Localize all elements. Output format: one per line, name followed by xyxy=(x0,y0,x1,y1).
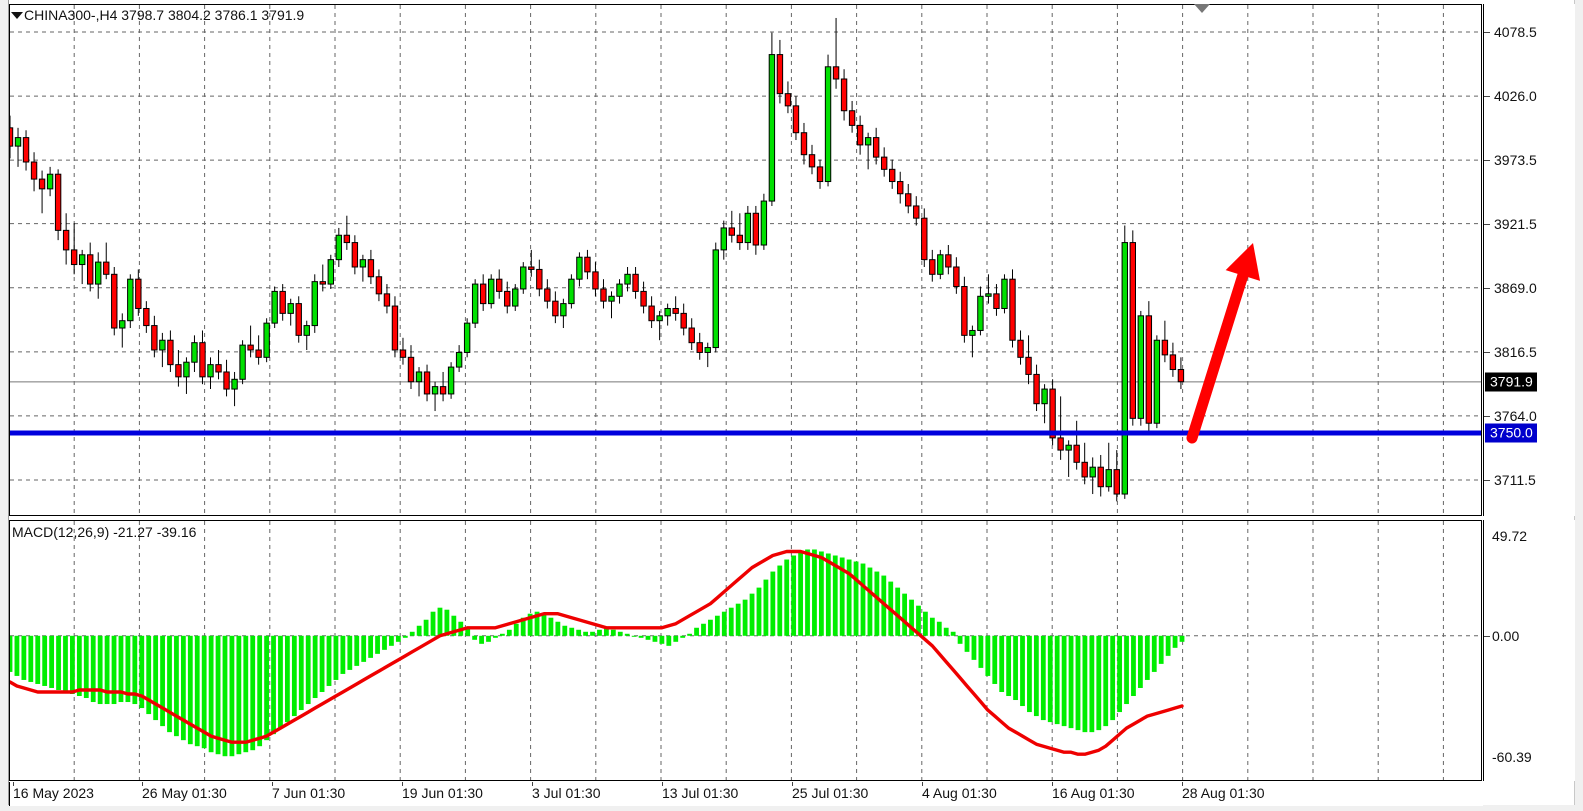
price-axis[interactable]: 4078.5 4026.0 3973.5 3921.5 3869.0 3816.5 3764… xyxy=(1483,4,1575,516)
time-axis-tick: 4 Aug 01:30 xyxy=(922,785,997,801)
price-axis-tick: 3764.0 xyxy=(1494,407,1537,424)
time-axis-tick: 7 Jun 01:30 xyxy=(272,785,346,801)
price-axis-tick: 4078.5 xyxy=(1494,24,1537,40)
price-axis-tick: 3869.0 xyxy=(1494,279,1537,296)
time-axis-tick: 16 Aug 01:30 xyxy=(1052,785,1135,801)
time-axis-tick: 13 Jul 01:30 xyxy=(662,785,739,801)
time-axis-tick: 19 Jun 01:30 xyxy=(402,785,483,801)
time-axis-tick: 25 Jul 01:30 xyxy=(792,785,869,801)
price-axis-tick-mark xyxy=(1484,96,1490,98)
triangle-down-icon[interactable] xyxy=(11,12,23,19)
time-axis[interactable]: 16 May 2023 26 May 01:30 7 Jun 01:30 19 Jun… xyxy=(9,782,1483,806)
time-axis-tick-mark xyxy=(13,782,14,786)
macd-axis-tick: -60.39 xyxy=(1492,749,1532,765)
time-axis-tick-mark xyxy=(922,782,923,786)
price-axis-tick-mark xyxy=(1484,160,1490,162)
window-frame-left xyxy=(0,0,9,811)
triangle-down-marker-icon[interactable] xyxy=(1194,4,1210,13)
time-axis-tick-mark xyxy=(792,782,793,786)
window-frame-top xyxy=(0,0,1583,4)
price-axis-tick: 3921.5 xyxy=(1494,215,1537,232)
time-axis-tick: 26 May 01:30 xyxy=(142,785,227,801)
macd-axis-tick: 49.72 xyxy=(1492,528,1528,544)
macd-axis-tick: 0.00 xyxy=(1492,627,1520,644)
price-chart-canvas xyxy=(10,5,1481,515)
time-axis-tick-mark xyxy=(402,782,403,786)
time-axis-tick-mark xyxy=(532,782,533,786)
price-axis-tick-mark xyxy=(1484,32,1490,33)
time-axis-tick-mark xyxy=(662,782,663,786)
price-axis-tick: 3711.5 xyxy=(1494,472,1536,488)
price-chart-pane[interactable] xyxy=(9,4,1482,516)
price-axis-tick-mark xyxy=(1484,223,1490,225)
window-frame-right xyxy=(1574,0,1583,811)
macd-indicator-pane[interactable] xyxy=(9,520,1482,781)
macd-chart-canvas xyxy=(10,521,1481,780)
price-axis-tick-mark xyxy=(1484,351,1490,353)
time-axis-tick-mark xyxy=(272,782,273,786)
price-axis-tick: 3816.5 xyxy=(1494,343,1537,360)
time-axis-tick-mark xyxy=(1182,782,1183,786)
price-axis-tick-mark xyxy=(1484,480,1490,481)
time-axis-tick-mark xyxy=(142,782,143,786)
price-axis-tick: 3973.5 xyxy=(1494,152,1537,169)
price-axis-tick: 4026.0 xyxy=(1494,88,1537,105)
macd-axis[interactable]: 49.72 0.00 -60.39 xyxy=(1483,520,1575,781)
time-axis-tick-mark xyxy=(1052,782,1053,786)
price-axis-tick-mark xyxy=(1484,415,1490,417)
macd-axis-tick-mark xyxy=(1484,635,1490,637)
price-axis-tick-mark xyxy=(1484,287,1490,289)
level-line-price-badge: 3750.0 xyxy=(1485,423,1537,443)
time-axis-tick: 3 Jul 01:30 xyxy=(532,785,601,801)
current-price-badge: 3791.9 xyxy=(1485,372,1537,392)
symbol-info-label: CHINA300-,H4 3798.7 3804.2 3786.1 3791.9 xyxy=(24,7,305,23)
time-axis-tick: 28 Aug 01:30 xyxy=(1182,785,1265,801)
window-frame-bottom xyxy=(0,805,1583,811)
macd-info-label: MACD(12,26,9) -21.27 -39.16 xyxy=(12,524,197,540)
time-axis-tick: 16 May 2023 xyxy=(13,785,94,801)
